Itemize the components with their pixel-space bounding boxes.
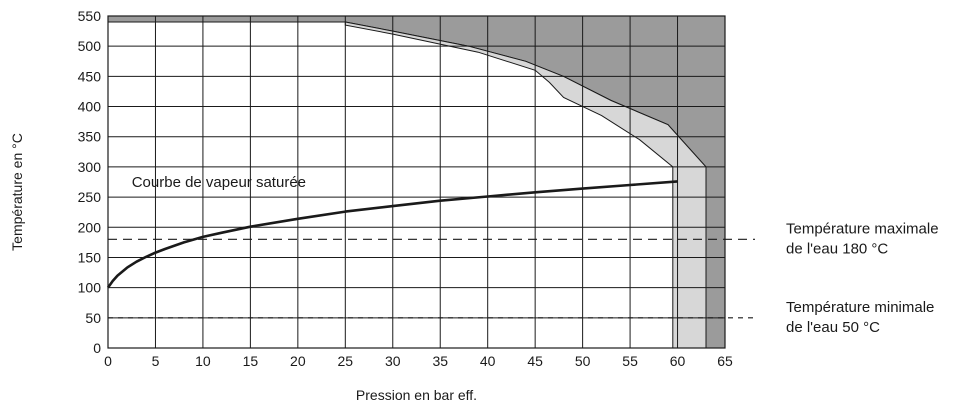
y-tick-label: 150: [78, 249, 102, 265]
y-tick-labels: 0 50 100 150 200 250 300 350 400 450 500 550: [78, 8, 102, 356]
reference-line-labels: Température maximale de l'eau 180 °CTempé…: [786, 220, 939, 335]
x-tick-label: 25: [338, 353, 354, 369]
y-tick-label: 0: [93, 340, 101, 356]
y-tick-label: 500: [78, 38, 102, 54]
series-line: [106, 180, 678, 289]
reference-line-label-line: Température minimale: [786, 299, 934, 316]
reference-line-label: Température maximale de l'eau 180 °C: [786, 220, 939, 257]
x-tick-label: 65: [717, 353, 733, 369]
x-tick-label: 40: [480, 353, 496, 369]
y-tick-label: 350: [78, 129, 102, 145]
plot-frame: [107, 15, 726, 349]
series-layer: [106, 180, 678, 289]
x-tick-label: 60: [670, 353, 686, 369]
x-tick-label: 15: [243, 353, 259, 369]
x-tick-labels: 0 5 10 15 20 25 30 35 40 45 50 55 60 65: [104, 353, 733, 369]
x-tick-label: 50: [575, 353, 591, 369]
x-axis-title: Pression en bar eff.: [356, 387, 477, 403]
reference-line-label-line: de l'eau 180 °C: [786, 240, 888, 257]
y-tick-label: 400: [78, 99, 102, 115]
x-tick-label: 30: [385, 353, 401, 369]
x-tick-label: 10: [195, 353, 211, 369]
y-tick-label: 300: [78, 159, 102, 175]
reference-line-label-line: Température maximale: [786, 220, 939, 237]
x-tick-label: 35: [432, 353, 448, 369]
x-tick-label: 55: [622, 353, 638, 369]
y-tick-label: 100: [78, 280, 102, 296]
y-axis-title: Température en °C: [9, 133, 25, 251]
series-annotation: Courbe de vapeur saturée: [132, 174, 306, 191]
reference-line-label: Température minimale de l'eau 50 °C: [786, 299, 934, 336]
y-tick-label: 250: [78, 189, 102, 205]
annotations: Courbe de vapeur saturée: [132, 174, 306, 191]
x-tick-label: 0: [104, 353, 112, 369]
x-tick-label: 5: [152, 353, 160, 369]
x-tick-label: 20: [290, 353, 306, 369]
y-tick-label: 450: [78, 68, 102, 84]
x-tick-label: 45: [527, 353, 543, 369]
reference-lines: [108, 238, 755, 319]
y-tick-label: 200: [78, 219, 102, 235]
y-tick-label: 50: [85, 310, 101, 326]
y-tick-label: 550: [78, 8, 102, 24]
reference-line-label-line: de l'eau 50 °C: [786, 319, 880, 336]
